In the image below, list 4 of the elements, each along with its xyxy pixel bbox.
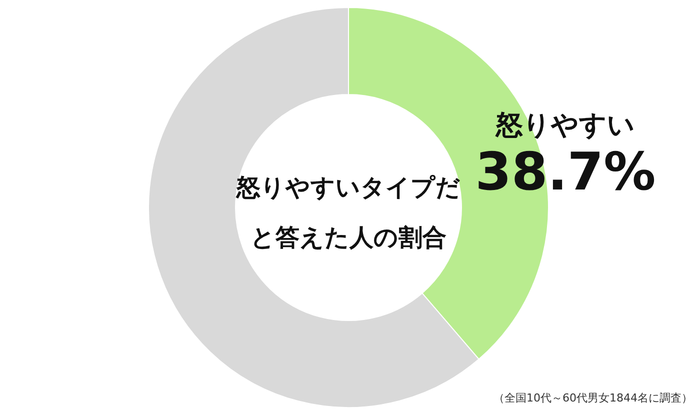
text: （全国10代～60代男女1844名に調査）: [494, 392, 693, 404]
data-label: 38.7%: [475, 142, 656, 202]
slice-label: 怒りやすい: [495, 110, 635, 141]
text: 怒りやすいタイプだと答えた人の割合: [236, 174, 460, 252]
